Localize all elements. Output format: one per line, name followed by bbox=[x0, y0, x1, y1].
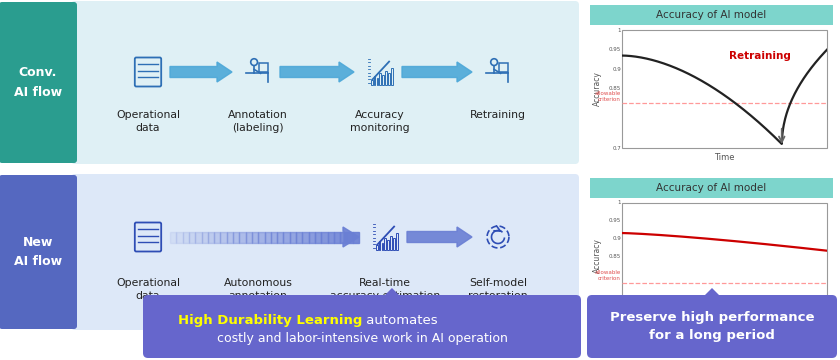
FancyArrow shape bbox=[353, 231, 359, 243]
FancyArrow shape bbox=[258, 231, 265, 243]
Bar bbox=[374, 76, 375, 85]
Bar bbox=[387, 240, 389, 250]
FancyArrow shape bbox=[280, 62, 354, 82]
FancyArrow shape bbox=[202, 231, 207, 243]
FancyArrow shape bbox=[277, 231, 283, 243]
FancyArrow shape bbox=[245, 231, 252, 243]
FancyBboxPatch shape bbox=[71, 1, 579, 164]
Text: Accuracy: Accuracy bbox=[592, 72, 601, 107]
Text: Annotation
(labeling): Annotation (labeling) bbox=[228, 110, 288, 133]
Text: Accuracy: Accuracy bbox=[592, 239, 601, 274]
Polygon shape bbox=[700, 288, 724, 300]
Text: Time: Time bbox=[714, 315, 735, 324]
FancyArrow shape bbox=[195, 231, 202, 243]
Text: 0.7: 0.7 bbox=[612, 145, 621, 150]
FancyBboxPatch shape bbox=[590, 178, 833, 198]
Text: Accuracy of AI model: Accuracy of AI model bbox=[656, 183, 767, 193]
Bar bbox=[376, 245, 378, 250]
FancyArrow shape bbox=[189, 231, 195, 243]
FancyArrow shape bbox=[207, 231, 214, 243]
Bar bbox=[371, 80, 373, 85]
Text: New
AI flow: New AI flow bbox=[14, 236, 62, 268]
FancyArrow shape bbox=[402, 62, 472, 82]
FancyArrow shape bbox=[340, 231, 346, 243]
Text: 0.95: 0.95 bbox=[609, 218, 621, 223]
Text: 0.85: 0.85 bbox=[609, 253, 621, 258]
FancyBboxPatch shape bbox=[71, 174, 579, 330]
Text: Operational
data: Operational data bbox=[116, 110, 180, 133]
Bar bbox=[388, 72, 390, 85]
Text: Operational
data: Operational data bbox=[116, 278, 180, 301]
FancyArrow shape bbox=[308, 231, 315, 243]
Text: Preserve high performance
for a long period: Preserve high performance for a long per… bbox=[610, 311, 814, 342]
FancyArrow shape bbox=[252, 231, 258, 243]
Text: 0.9: 0.9 bbox=[612, 67, 621, 72]
Text: Real-time
accuracy estimation: Real-time accuracy estimation bbox=[330, 278, 440, 301]
Text: 0.85: 0.85 bbox=[609, 86, 621, 91]
FancyArrow shape bbox=[176, 231, 182, 243]
FancyBboxPatch shape bbox=[0, 2, 77, 163]
FancyArrow shape bbox=[333, 231, 340, 243]
Bar bbox=[391, 68, 392, 85]
FancyBboxPatch shape bbox=[590, 5, 833, 25]
Text: allowable
criterion: allowable criterion bbox=[595, 91, 621, 102]
FancyArrow shape bbox=[182, 231, 189, 243]
FancyArrow shape bbox=[239, 231, 245, 243]
Text: Retraining: Retraining bbox=[728, 51, 790, 61]
Bar bbox=[382, 75, 384, 85]
FancyArrow shape bbox=[315, 231, 321, 243]
Text: Accuracy
monitoring: Accuracy monitoring bbox=[350, 110, 410, 133]
Text: Accuracy of AI model: Accuracy of AI model bbox=[656, 10, 767, 20]
Text: costly and labor-intensive work in AI operation: costly and labor-intensive work in AI op… bbox=[217, 332, 507, 345]
FancyBboxPatch shape bbox=[0, 175, 77, 329]
FancyArrow shape bbox=[328, 231, 333, 243]
Text: 0.7: 0.7 bbox=[612, 306, 621, 311]
FancyBboxPatch shape bbox=[587, 295, 837, 358]
FancyArrow shape bbox=[227, 231, 233, 243]
FancyArrow shape bbox=[214, 231, 220, 243]
FancyArrow shape bbox=[407, 227, 472, 247]
FancyArrow shape bbox=[265, 231, 270, 243]
FancyArrow shape bbox=[283, 231, 290, 243]
Bar bbox=[381, 243, 383, 250]
Bar bbox=[376, 78, 378, 85]
Bar bbox=[393, 238, 395, 250]
FancyArrow shape bbox=[296, 231, 302, 243]
FancyBboxPatch shape bbox=[622, 203, 827, 309]
Text: Autonomous
annotation: Autonomous annotation bbox=[223, 278, 292, 301]
Bar bbox=[386, 71, 387, 85]
Text: 0.95: 0.95 bbox=[609, 47, 621, 52]
Text: Retraining: Retraining bbox=[470, 110, 526, 120]
FancyBboxPatch shape bbox=[143, 295, 581, 358]
Bar bbox=[379, 241, 381, 250]
FancyBboxPatch shape bbox=[622, 30, 827, 148]
FancyArrow shape bbox=[302, 231, 308, 243]
Text: Time: Time bbox=[714, 153, 735, 162]
Text: Self-model
restoration: Self-model restoration bbox=[468, 278, 528, 301]
Text: 0.9: 0.9 bbox=[612, 236, 621, 241]
Text: Conv.
AI flow: Conv. AI flow bbox=[14, 67, 62, 99]
FancyArrow shape bbox=[343, 227, 359, 247]
FancyArrow shape bbox=[346, 231, 353, 243]
Text: 1: 1 bbox=[617, 201, 621, 206]
Bar bbox=[391, 236, 392, 250]
FancyArrow shape bbox=[170, 62, 232, 82]
Bar bbox=[396, 233, 397, 250]
Polygon shape bbox=[380, 288, 404, 300]
FancyArrow shape bbox=[270, 231, 277, 243]
Text: allowable
criterion: allowable criterion bbox=[595, 270, 621, 282]
Bar bbox=[380, 73, 381, 85]
FancyArrow shape bbox=[170, 231, 176, 243]
Bar bbox=[385, 238, 386, 250]
FancyArrow shape bbox=[220, 231, 227, 243]
Text: 1: 1 bbox=[617, 27, 621, 32]
Text: automates: automates bbox=[362, 314, 438, 327]
FancyArrow shape bbox=[233, 231, 239, 243]
Text: High Durability Learning: High Durability Learning bbox=[177, 314, 362, 327]
FancyArrow shape bbox=[290, 231, 296, 243]
FancyArrow shape bbox=[321, 231, 328, 243]
